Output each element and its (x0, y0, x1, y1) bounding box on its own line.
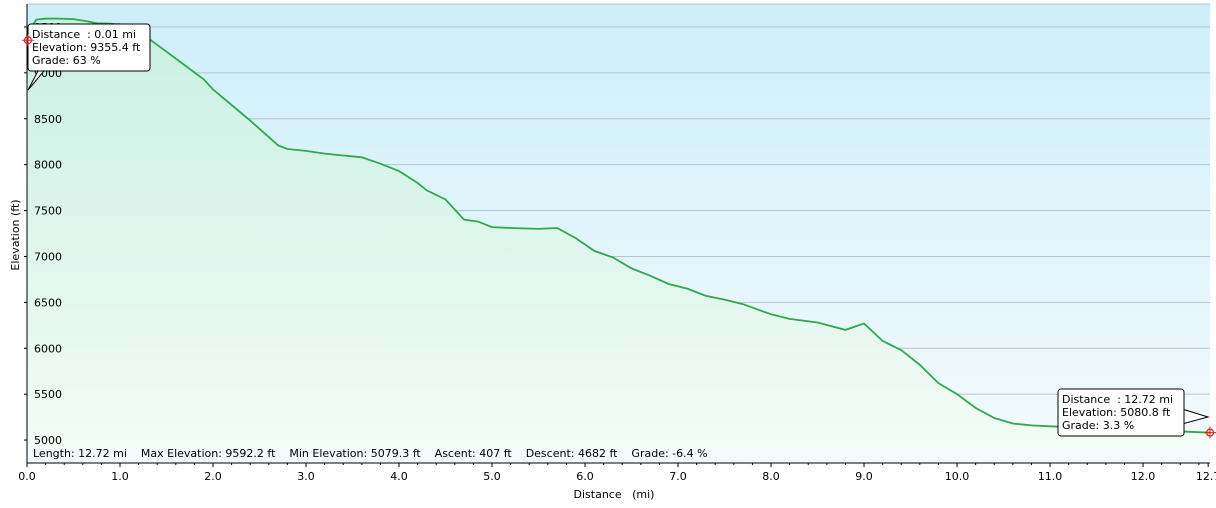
end-tooltip-grade: Grade: 3.3 % (1062, 419, 1134, 432)
start-tooltip-distance: Distance : 0.01 mi (32, 28, 136, 41)
x-tick-label: 10.0 (945, 470, 970, 483)
x-tick-label: 1.0 (111, 470, 129, 483)
y-tick-label: 6500 (34, 296, 62, 309)
start-tooltip-grade: Grade: 63 % (32, 54, 101, 67)
y-axis-label: Elevation (ft) (9, 199, 22, 270)
x-tick-label: 3.0 (297, 470, 315, 483)
y-tick-label: 8000 (34, 159, 62, 172)
end-tooltip-box (1057, 388, 1185, 437)
x-tick-label: 11.0 (1038, 470, 1063, 483)
x-tick-label: 6.0 (576, 470, 594, 483)
elevation-area-fill (27, 18, 1210, 447)
y-tick-label: 7000 (34, 250, 62, 263)
start-point-marker (21, 34, 34, 47)
x-tick-label: 0.0 (18, 470, 36, 483)
y-tick-labels: 5000550060006500700075008000850090009500 (24, 21, 62, 447)
summary-bar: Length: 12.72 mi Max Elevation: 9592.2 f… (33, 447, 708, 460)
x-tick-label: 12.7 (1196, 470, 1216, 483)
x-tick-label: 12.0 (1131, 470, 1156, 483)
end-point-tooltip: Distance : 12.72 mi Elevation: 5080.8 ft… (1057, 388, 1210, 437)
y-tick-label: 6000 (34, 342, 62, 355)
x-tick-label: 7.0 (669, 470, 687, 483)
x-tick-label: 4.0 (390, 470, 408, 483)
x-axis-label: Distance (mi) (574, 488, 655, 501)
y-tick-label: 5000 (34, 434, 62, 447)
start-point-tooltip: Distance : 0.01 mi Elevation: 9355.4 ft … (27, 23, 151, 91)
end-tooltip-elevation: Elevation: 5080.8 ft (1062, 406, 1171, 419)
start-tooltip-box (27, 23, 151, 72)
y-tick-label: 8500 (34, 113, 62, 126)
x-tick-label: 9.0 (855, 470, 873, 483)
x-tick-label: 5.0 (483, 470, 501, 483)
end-point-marker (1204, 426, 1216, 439)
x-tick-label: 2.0 (204, 470, 222, 483)
point-markers (21, 34, 1216, 439)
x-tick-label: 8.0 (762, 470, 780, 483)
y-tick-label: 5500 (34, 388, 62, 401)
end-tooltip-distance: Distance : 12.72 mi (1062, 393, 1173, 406)
x-tick-labels: 0.0 1.0 2.0 3.0 4.0 5.0 6.0 7.0 8.0 9.0 10.0 11.0 12… (18, 463, 1216, 483)
y-tick-label: 7500 (34, 205, 62, 218)
start-tooltip-elevation: Elevation: 9355.4 ft (32, 41, 141, 54)
